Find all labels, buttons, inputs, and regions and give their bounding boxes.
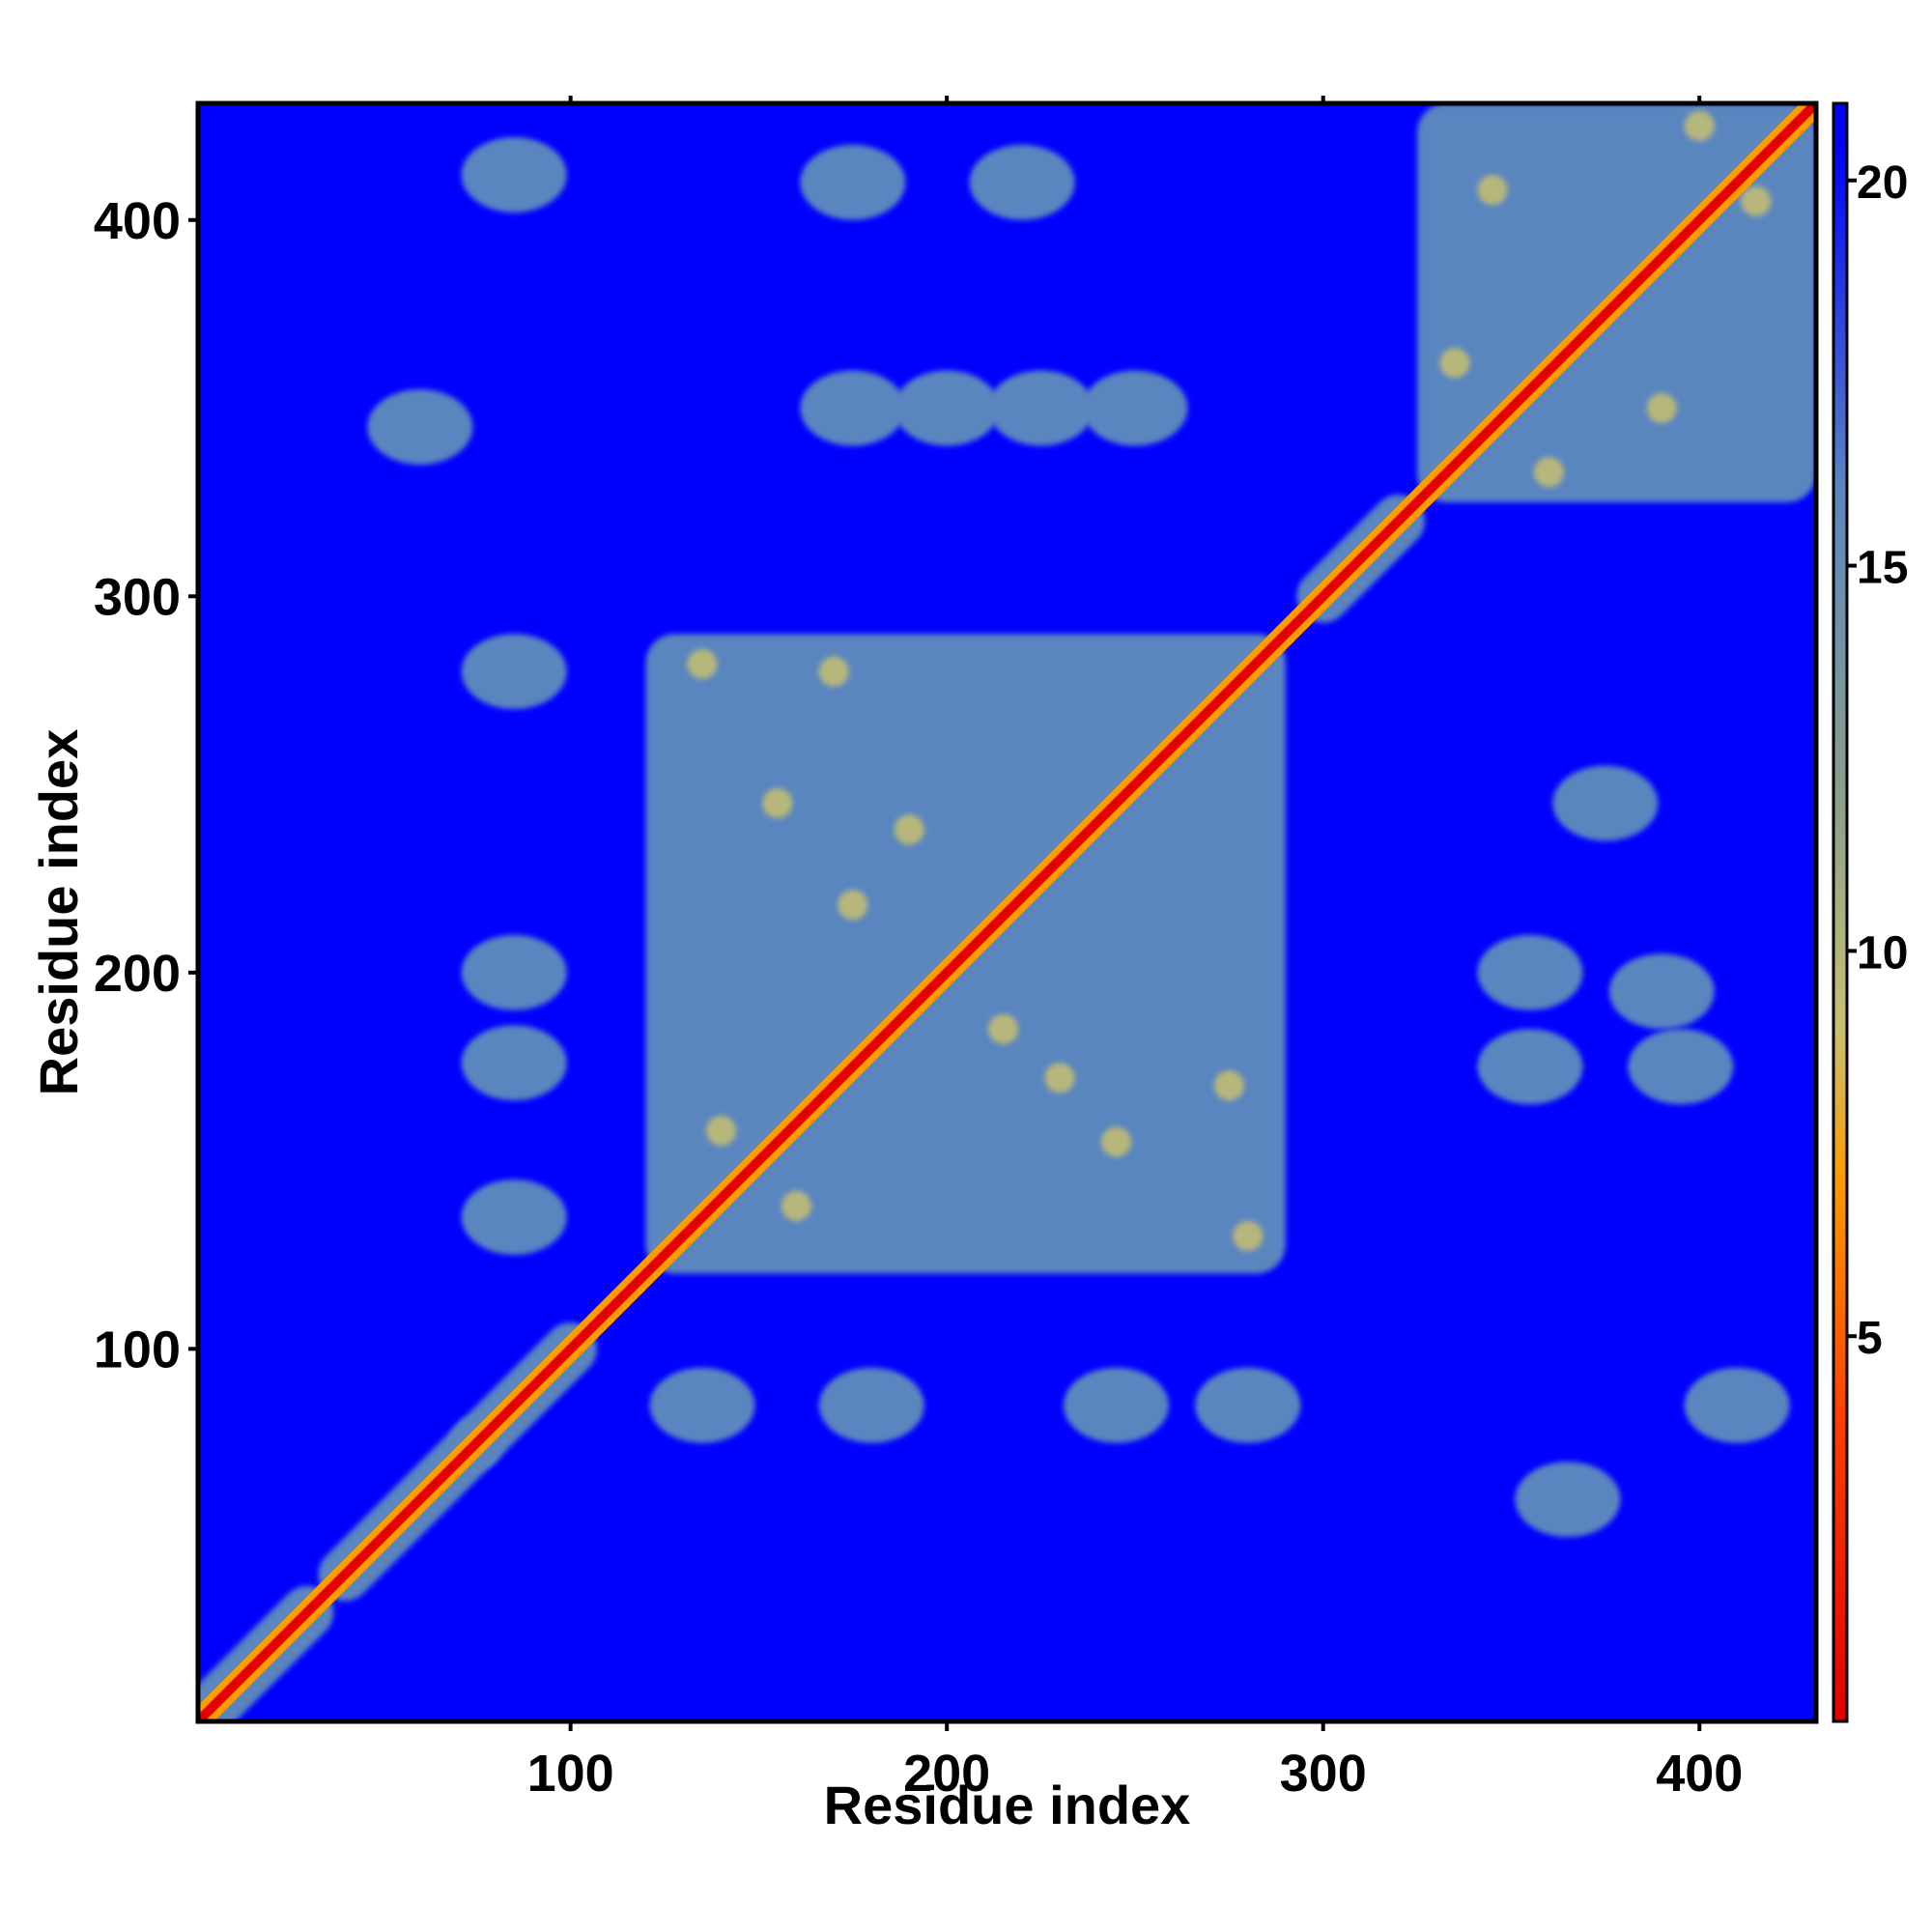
x-tick-label: 100 (527, 1745, 614, 1803)
contact-patch (818, 1367, 924, 1443)
plot-frame (195, 100, 1819, 1724)
contact-hotspot (988, 1013, 1019, 1044)
contact-patch (800, 370, 906, 446)
diagonal (198, 103, 1816, 1721)
contact-patch (367, 389, 473, 465)
contact-patch (461, 1179, 567, 1255)
contact-hotspot (1439, 348, 1470, 379)
contact-hotspot (762, 787, 793, 819)
contact-patch (1515, 1462, 1621, 1538)
x-tick-label: 300 (1280, 1745, 1367, 1803)
colorbar-tick-label: 10 (1857, 927, 1908, 979)
contact-patch (461, 137, 567, 213)
y-tick-label: 400 (94, 192, 181, 250)
contact-patch (461, 634, 567, 710)
colorbar-tick-label: 5 (1857, 1313, 1883, 1364)
contact-hotspot (818, 656, 849, 687)
x-axis-ticks: 100 200 300 400 (527, 96, 1743, 1803)
colorbar: 5 10 15 20 (1832, 101, 1908, 1723)
x-axis-title: Residue index (824, 1775, 1191, 1835)
contact-patch (894, 370, 1000, 446)
colorbar-tick-label: 15 (1857, 543, 1908, 594)
contact-patch (1082, 370, 1188, 446)
contact-hotspot (1213, 1070, 1244, 1101)
off-diagonal-contacts (687, 110, 1772, 1252)
contact-hotspot (1646, 392, 1677, 424)
contact-hotspot (1533, 457, 1565, 488)
contact-hotspot (1044, 1063, 1075, 1094)
contact-hotspot (1684, 110, 1715, 141)
contact-patch (988, 370, 1094, 446)
sparse-contact-patches (367, 137, 1790, 1538)
y-tick-label: 100 (94, 1321, 181, 1378)
x-tick-label: 200 (903, 1745, 990, 1803)
contact-hotspot (781, 1190, 811, 1221)
colorbar-tick-label: 20 (1857, 157, 1908, 209)
y-axis-title: Residue index (28, 729, 89, 1096)
contact-patch (649, 1367, 755, 1443)
x-tick-label: 400 (1656, 1745, 1743, 1803)
contact-patch (1195, 1367, 1301, 1443)
contact-hotspot (894, 814, 924, 845)
contact-patch (1684, 1367, 1790, 1443)
contact-hotspot (687, 648, 718, 679)
contact-patch (1477, 1029, 1583, 1105)
contact-hotspot (1477, 175, 1508, 206)
contact-patch (461, 1025, 567, 1101)
contact-hotspot (1233, 1220, 1264, 1252)
contact-patch (969, 144, 1075, 220)
y-tick-label: 300 (94, 568, 181, 626)
colorbar-gradient (1832, 101, 1849, 1723)
diagonal-line (198, 103, 1816, 1721)
contact-hotspot (1100, 1126, 1132, 1157)
heatmap-area (198, 103, 1816, 1721)
contact-patch (1628, 1029, 1734, 1105)
contact-patch (1552, 765, 1659, 841)
contact-hotspot (1741, 185, 1772, 216)
colorbar-ticks: 5 10 15 20 (1847, 157, 1908, 1364)
contact-patch (1477, 934, 1583, 1010)
contact-hotspot (838, 890, 868, 921)
y-axis-ticks: 100 200 300 400 (94, 192, 198, 1378)
contact-patch (1608, 953, 1715, 1030)
y-tick-label: 200 (94, 945, 181, 1003)
contact-hotspot (705, 1115, 737, 1147)
contact-patch (461, 934, 567, 1010)
contact-patch (800, 144, 906, 220)
contact-patch (1063, 1367, 1169, 1443)
